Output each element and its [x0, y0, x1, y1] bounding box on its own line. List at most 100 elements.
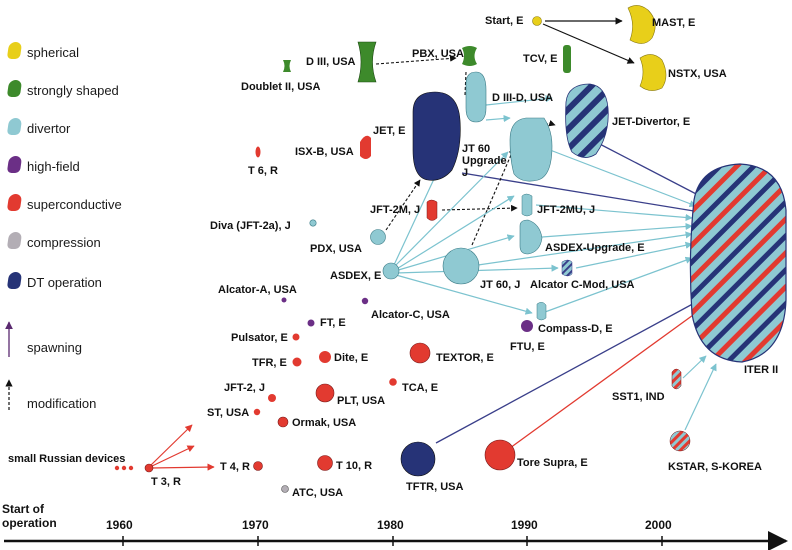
- device-tcv: [563, 45, 571, 73]
- legend-label-high-field: high-field: [27, 159, 80, 174]
- label-dite: Dite, E: [334, 352, 368, 364]
- legend-label-spawning: spawning: [27, 340, 82, 355]
- device-atc: [281, 485, 289, 493]
- device-t10: [317, 455, 333, 471]
- device-asdex-upgrade: [519, 219, 543, 255]
- device-alcator-c: [361, 297, 369, 305]
- device-textor: [409, 342, 431, 364]
- label-mast: MAST, E: [652, 17, 695, 29]
- label-doublet2: Doublet II, USA: [241, 81, 321, 93]
- label-pdx: PDX, USA: [310, 243, 362, 255]
- legend-label-divertor: divertor: [27, 121, 71, 136]
- device-jft2: [268, 394, 276, 402]
- label-jt60u-line2: Upgrade: [462, 155, 507, 167]
- legend-label-modification: modification: [27, 396, 97, 411]
- device-jet: [412, 91, 461, 181]
- device-ormak: [277, 416, 289, 428]
- device-jft2m: [426, 199, 438, 221]
- label-asdex: ASDEX, E: [330, 270, 381, 282]
- label-ormak: Ormak, USA: [292, 417, 356, 429]
- label-nstx: NSTX, USA: [668, 68, 727, 80]
- label-atc: ATC, USA: [292, 487, 343, 499]
- legend-label-strongly-shaped: strongly shaped: [27, 83, 119, 98]
- device-tore-supra: [484, 439, 516, 471]
- label-t10: T 10, R: [336, 460, 372, 472]
- label-tore-supra: Tore Supra, E: [517, 457, 588, 469]
- label-jt60: JT 60, J: [480, 279, 520, 291]
- label-t6: T 6, R: [248, 165, 278, 177]
- label-jet-divertor: JET-Divertor, E: [612, 116, 690, 128]
- device-pbx: [462, 46, 477, 66]
- device-tca: [389, 378, 397, 386]
- label-tcv: TCV, E: [523, 53, 557, 65]
- year-label-1980: 1980: [377, 518, 404, 532]
- label-compass: Compass-D, E: [538, 323, 613, 335]
- device-iter: [689, 163, 787, 363]
- legend-label-spherical: spherical: [27, 45, 80, 60]
- label-jt60u-line1: JT 60: [462, 143, 490, 155]
- device-small-russian-dot: [114, 465, 120, 471]
- label-isxb: ISX-B, USA: [295, 146, 354, 158]
- device-small-russian-dot: [121, 465, 127, 471]
- device-jt60u: [509, 117, 553, 182]
- label-start: Start, E: [485, 15, 524, 27]
- device-st: [253, 408, 261, 416]
- year-label-1990: 1990: [511, 518, 538, 532]
- year-label-1960: 1960: [106, 518, 133, 532]
- label-d3d: D III-D, USA: [492, 92, 553, 104]
- label-ft: FT, E: [320, 317, 346, 329]
- label-ftu: FTU, E: [510, 341, 545, 353]
- device-tftr: [400, 441, 436, 477]
- legend-label-compression: compression: [27, 235, 101, 250]
- device-jft2mu: [521, 193, 533, 217]
- label-jt60u-line3: J: [462, 167, 468, 179]
- device-t4: [253, 461, 263, 471]
- label-asdex-upgrade: ASDEX-Upgrade, E: [545, 242, 645, 254]
- label-jet: JET, E: [373, 125, 405, 137]
- device-pdx: [370, 229, 386, 245]
- device-dite: [319, 351, 331, 363]
- label-alcator-cmod: Alcator C-Mod, USA: [530, 279, 635, 291]
- device-tfr: [292, 357, 302, 367]
- label-tftr: TFTR, USA: [406, 481, 463, 493]
- label-plt: PLT, USA: [337, 395, 385, 407]
- label-st: ST, USA: [207, 407, 249, 419]
- axis-label-line1: Start of: [2, 502, 44, 516]
- device-t6: [255, 146, 261, 158]
- device-jet-divertor: [565, 83, 609, 158]
- device-mast: [627, 5, 656, 44]
- label-pbx: PBX, USA: [412, 48, 464, 60]
- label-jft2mu: JFT-2MU, J: [537, 204, 595, 216]
- device-nstx: [639, 54, 667, 91]
- legend-label-superconductive: superconductive: [27, 197, 122, 212]
- device-diva: [309, 219, 317, 227]
- label-diva: Diva (JFT-2a), J: [210, 220, 291, 232]
- device-ft: [307, 319, 315, 327]
- device-d3d: [465, 71, 487, 123]
- label-alcator-c: Alcator-C, USA: [371, 309, 450, 321]
- label-d3: D III, USA: [306, 56, 356, 68]
- device-plt: [315, 383, 335, 403]
- device-asdex: [382, 262, 400, 280]
- label-t4: T 4, R: [220, 461, 250, 473]
- label-tca: TCA, E: [402, 382, 438, 394]
- label-pulsator: Pulsator, E: [231, 332, 288, 344]
- arrows: [149, 17, 717, 471]
- legend-label-dt-operation: DT operation: [27, 275, 102, 290]
- year-label-1970: 1970: [242, 518, 269, 532]
- label-alcator-a: Alcator-A, USA: [218, 284, 297, 296]
- device-sst1: [671, 368, 682, 390]
- label-t3: T 3, R: [151, 476, 181, 488]
- year-label-2000: 2000: [645, 518, 672, 532]
- axis-label-line2: operation: [2, 516, 57, 530]
- label-textor: TEXTOR, E: [436, 352, 494, 364]
- device-t3: [144, 463, 154, 473]
- device-pulsator: [292, 333, 300, 341]
- device-alcator-cmod: [561, 259, 573, 277]
- label-jft2m: JFT-2M, J: [370, 204, 420, 216]
- device-d3: [357, 41, 377, 83]
- label-sst1: SST1, IND: [612, 391, 665, 403]
- label-kstar: KSTAR, S-KOREA: [668, 461, 762, 473]
- device-jt60: [442, 247, 480, 285]
